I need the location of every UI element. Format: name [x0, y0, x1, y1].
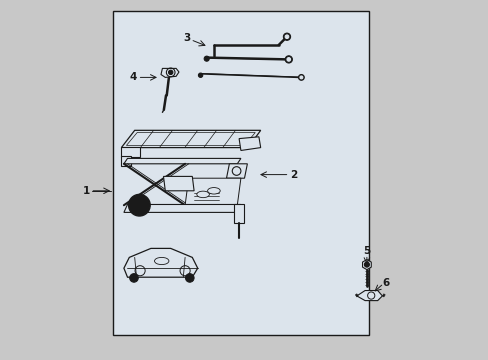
Polygon shape	[123, 248, 197, 277]
Polygon shape	[355, 294, 358, 297]
Ellipse shape	[196, 191, 209, 198]
Circle shape	[285, 56, 292, 63]
Circle shape	[198, 73, 203, 77]
Circle shape	[185, 274, 194, 282]
Polygon shape	[121, 130, 260, 148]
Ellipse shape	[154, 257, 168, 265]
Polygon shape	[185, 178, 241, 205]
Text: 4: 4	[129, 72, 136, 82]
Polygon shape	[239, 137, 260, 150]
Circle shape	[204, 56, 209, 61]
Polygon shape	[121, 156, 131, 166]
Circle shape	[364, 262, 368, 267]
Circle shape	[128, 194, 150, 216]
Polygon shape	[226, 164, 247, 178]
Circle shape	[168, 70, 172, 75]
Polygon shape	[382, 294, 385, 297]
Text: 6: 6	[382, 278, 389, 288]
Polygon shape	[163, 176, 194, 191]
Circle shape	[298, 75, 304, 80]
Circle shape	[286, 58, 290, 61]
Circle shape	[299, 76, 302, 79]
Circle shape	[283, 33, 290, 40]
Polygon shape	[123, 204, 241, 212]
Circle shape	[136, 202, 142, 209]
Text: 3: 3	[183, 33, 190, 43]
FancyBboxPatch shape	[113, 11, 368, 335]
Text: 1: 1	[82, 186, 89, 196]
Polygon shape	[233, 204, 244, 223]
Polygon shape	[362, 260, 370, 270]
Circle shape	[285, 35, 288, 39]
Polygon shape	[161, 68, 179, 77]
Polygon shape	[356, 291, 382, 301]
Polygon shape	[123, 158, 241, 164]
Circle shape	[129, 274, 138, 282]
Ellipse shape	[207, 188, 220, 194]
Text: 2: 2	[290, 170, 297, 180]
Text: 5: 5	[363, 246, 370, 256]
Polygon shape	[121, 147, 140, 157]
